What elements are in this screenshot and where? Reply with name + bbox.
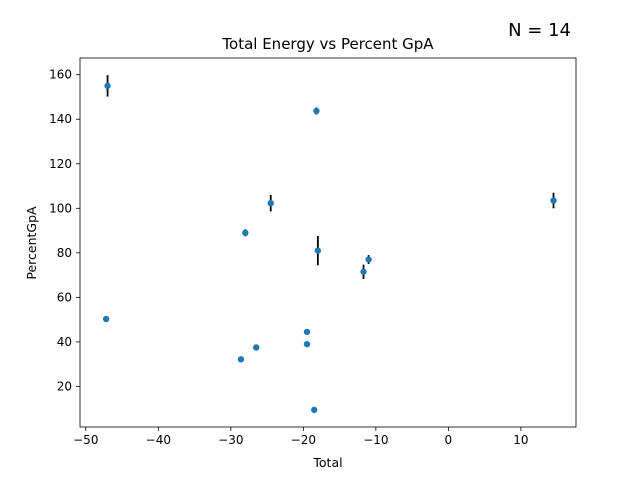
data-point <box>102 315 110 323</box>
chart-title: Total Energy vs Percent GpA <box>221 35 434 53</box>
data-point <box>253 344 260 351</box>
x-axis-label: Total <box>312 455 342 470</box>
y-tick-label: 80 <box>57 246 72 260</box>
y-tick-label: 120 <box>49 157 72 171</box>
sample-size-annotation: N = 14 <box>508 20 571 41</box>
x-tick-label: −30 <box>218 433 243 447</box>
data-point <box>314 247 322 254</box>
x-tick-label: −40 <box>146 433 171 447</box>
y-tick-label: 20 <box>57 379 72 393</box>
x-tick-label: −50 <box>73 433 98 447</box>
data-point <box>267 199 274 207</box>
data-point <box>237 356 245 363</box>
data-point <box>313 107 320 115</box>
data-point <box>550 197 557 204</box>
axes-frame <box>79 57 577 428</box>
data-point <box>365 256 372 263</box>
x-tick-label: −20 <box>291 433 316 447</box>
data-point <box>104 82 111 90</box>
x-tick-label: 0 <box>445 433 453 447</box>
data-point <box>311 406 318 414</box>
x-tick-label: −10 <box>363 433 388 447</box>
y-tick-label: 40 <box>57 335 72 349</box>
y-axis-label: PercentGpA <box>24 206 39 280</box>
data-point <box>303 328 311 336</box>
y-tick-label: 140 <box>49 112 72 126</box>
data-point <box>303 340 311 348</box>
data-point <box>360 268 367 275</box>
y-tick-label: 100 <box>49 201 72 215</box>
y-tick-label: 160 <box>49 68 72 82</box>
x-tick-label: 10 <box>513 433 528 447</box>
y-tick-label: 60 <box>57 290 72 304</box>
plot-area: −50 −40 −30 −20 −10 0 10 20 40 60 80 100 120 140 160 <box>49 68 557 447</box>
data-point <box>242 229 249 237</box>
